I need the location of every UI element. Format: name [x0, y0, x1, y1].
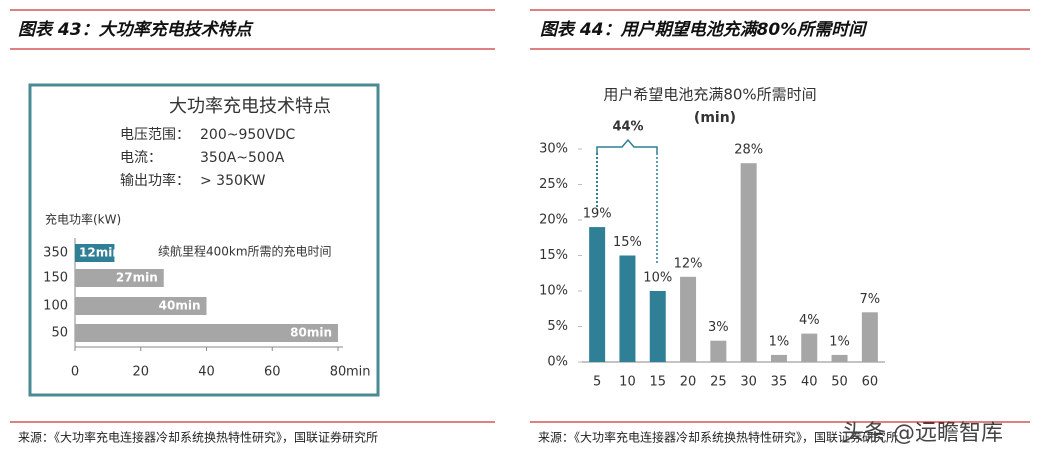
value-label: 15%	[613, 235, 642, 250]
bar	[770, 354, 787, 362]
y-tick-label: 0%	[547, 355, 568, 370]
value-label: 4%	[799, 313, 820, 328]
value-label: 1%	[769, 334, 790, 349]
bar	[75, 297, 207, 315]
y-tick-label: 20%	[539, 213, 568, 228]
chart-title: 大功率充电技术特点	[169, 96, 331, 117]
value-label: 27min	[116, 271, 158, 285]
y-tick-label: 5%	[547, 319, 568, 334]
watermark: 头条 @远瞻智库	[842, 421, 1003, 446]
bar	[75, 324, 338, 342]
x-tick-label: 20	[680, 375, 697, 390]
y-tick-label: 10%	[539, 284, 568, 299]
bar	[75, 269, 164, 287]
x-tick-label: 25	[710, 375, 727, 390]
value-label: 19%	[583, 207, 612, 222]
annotation: 续航里程400km所需的充电时间	[158, 244, 332, 259]
x-tick-label: 60	[862, 375, 879, 390]
bar	[710, 340, 727, 362]
y-tick-label: 50	[51, 326, 68, 341]
chart-title: 用户希望电池充满80%所需时间	[603, 86, 816, 104]
value-label: 1%	[829, 334, 850, 349]
bar	[589, 227, 606, 362]
bar	[649, 291, 666, 362]
x-tick-label: 0	[71, 365, 79, 380]
bar	[619, 255, 636, 362]
value-label: 10%	[643, 271, 672, 286]
value-label: 7%	[860, 292, 881, 307]
spec-label: 电压范围：	[120, 126, 190, 143]
spec-value: 350A~500A	[200, 150, 285, 166]
x-tick-label: 30	[740, 375, 757, 390]
value-label: 40min	[159, 299, 201, 313]
spec-value: 200~950VDC	[200, 127, 296, 143]
value-label: 3%	[708, 320, 729, 335]
bar	[75, 244, 115, 262]
bracket	[596, 138, 658, 153]
x-tick-label: 60	[264, 365, 281, 380]
source: 来源：《大功率充电连接器冷却系统换热特性研究》，国联证券研究所	[18, 430, 378, 445]
bar	[801, 333, 818, 362]
figure-frame	[28, 83, 380, 397]
x-tick-label: 5	[593, 375, 601, 390]
figure-header: 图表 43：大功率充电技术特点	[18, 20, 255, 40]
annotation: 44%	[612, 120, 643, 135]
x-tick-label: 15	[649, 375, 666, 390]
value-label: 12min	[79, 246, 121, 260]
value-label: 80min	[290, 326, 332, 340]
bar	[740, 163, 757, 362]
x-tick-label: 40	[801, 375, 818, 390]
x-tick-label: 20	[132, 365, 149, 380]
spec-label: 电流：	[120, 150, 162, 166]
y-axis-label: 充电功率(kW)	[45, 212, 121, 227]
y-tick-label: 100	[43, 299, 68, 314]
x-tick-label: 50	[831, 375, 848, 390]
x-unit: min	[346, 365, 371, 380]
x-tick-label: 80	[330, 365, 347, 380]
y-tick-label: 150	[43, 271, 68, 286]
spec-label: 输出功率：	[120, 172, 190, 189]
y-tick-label: 350	[43, 246, 68, 261]
y-tick-label: 15%	[539, 248, 568, 263]
spec-value: > 350KW	[200, 173, 266, 189]
bar	[831, 354, 848, 362]
bar	[861, 312, 878, 362]
x-tick-label: 40	[198, 365, 215, 380]
bar	[680, 276, 697, 362]
y-tick-label: 30%	[539, 142, 568, 157]
source: 来源：《大功率充电连接器冷却系统换热特性研究》，国联证券研究所	[538, 430, 898, 445]
figure-header: 图表 44：用户期望电池充满80%所需时间	[540, 20, 868, 40]
x-tick-label: 10	[619, 375, 636, 390]
value-label: 12%	[674, 256, 703, 271]
value-label: 28%	[734, 143, 763, 158]
x-tick-label: 35	[771, 375, 788, 390]
y-tick-label: 25%	[539, 177, 568, 192]
chart-subtitle: (min)	[694, 110, 736, 126]
